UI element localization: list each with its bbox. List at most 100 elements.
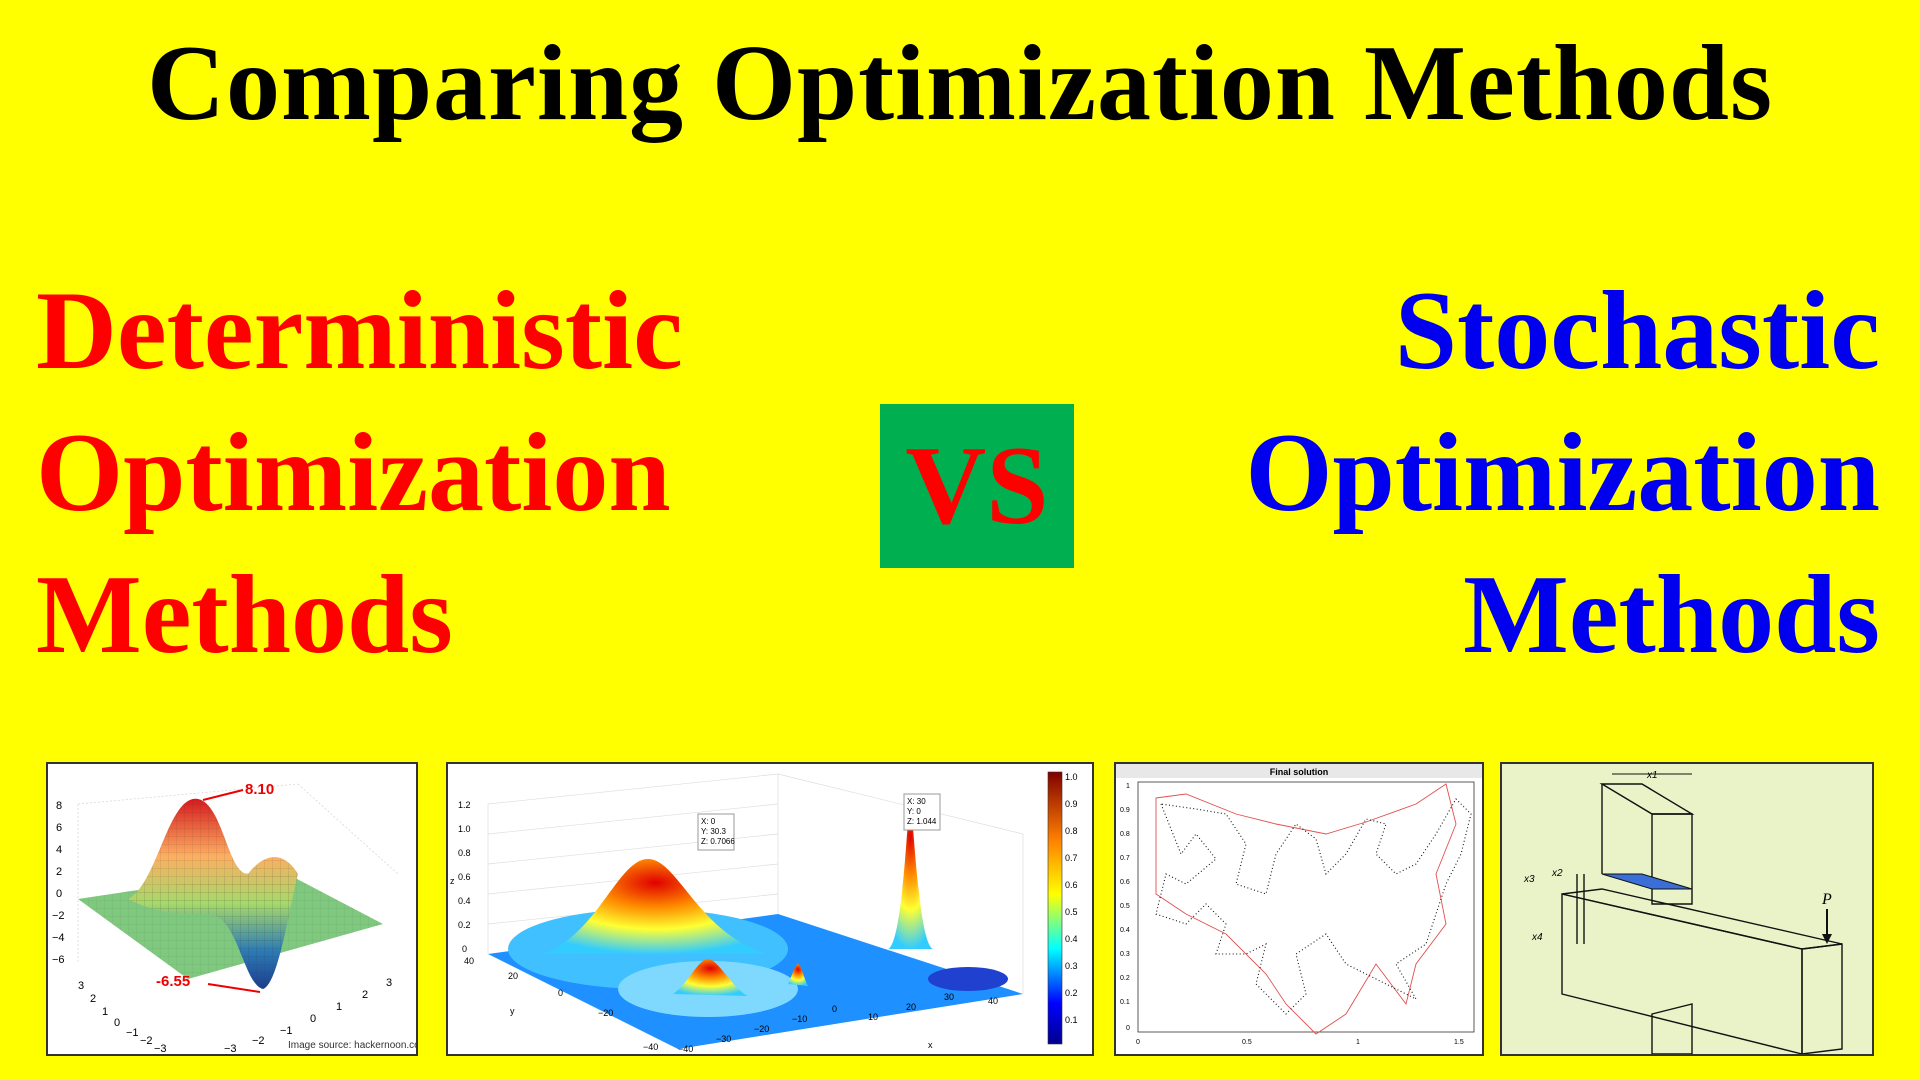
- cb-0: 1.0: [1065, 772, 1078, 782]
- xt-1: −2: [252, 1035, 265, 1047]
- p2-xt-2: −20: [754, 1024, 769, 1034]
- p2-xt-8: 40: [988, 996, 998, 1006]
- zt-4: 0: [56, 888, 62, 900]
- zt-6: −4: [52, 932, 65, 944]
- xt-3: 0: [310, 1013, 316, 1025]
- load-label: P: [1821, 891, 1832, 908]
- cb-4: 0.6: [1065, 880, 1078, 890]
- tsp-yt-3: 0.7: [1120, 855, 1130, 862]
- welded-beam-image: x1 x2 x3 x4 P: [1500, 762, 1874, 1056]
- tsp-yt-0: 1: [1126, 783, 1130, 790]
- tsp-yt-5: 0.5: [1120, 903, 1130, 910]
- p2-yt-4: −40: [643, 1042, 658, 1052]
- deterministic-heading: Deterministic Optimization Methods: [36, 260, 683, 686]
- p2-yt-0: 40: [464, 956, 474, 966]
- p2-xt-5: 10: [868, 1012, 878, 1022]
- cb-6: 0.4: [1065, 934, 1078, 944]
- zt-1: 6: [56, 822, 62, 834]
- tsp-yt-9: 0.1: [1120, 999, 1130, 1006]
- tsp-yt-7: 0.3: [1120, 951, 1130, 958]
- tsp-xt-3: 1.5: [1454, 1039, 1464, 1046]
- p2-zt-3: 0.6: [458, 872, 471, 882]
- p2-zt-1: 1.0: [458, 824, 471, 834]
- peaks-surface-image: 8 6 4 2 0 −2 −4 −6 3 2 1 0 −1 −2 −3 −3 −…: [46, 762, 418, 1056]
- tsp-route-image: Final solution 1 0.9 0.8 0.7 0.6 0.5 0.4…: [1114, 762, 1484, 1056]
- page-title: Comparing Optimization Methods: [146, 24, 1773, 143]
- tip1-z: Z: 0.7066: [701, 837, 735, 846]
- tip1-x: X: 0: [701, 817, 716, 826]
- yt-3: 0: [114, 1017, 120, 1029]
- right-line-1: Stochastic: [1394, 269, 1880, 393]
- tsp-xt-2: 1: [1356, 1039, 1360, 1046]
- p2-zt-2: 0.8: [458, 848, 471, 858]
- cb-3: 0.7: [1065, 853, 1078, 863]
- x1-label: x1: [1646, 770, 1658, 781]
- yt-1: 2: [90, 993, 96, 1005]
- p2-zt-6: 0: [462, 944, 467, 954]
- p2-xt-4: 0: [832, 1004, 837, 1014]
- p2-zlabel: z: [450, 876, 455, 886]
- p2-xt-1: −30: [716, 1034, 731, 1044]
- xt-4: 1: [336, 1001, 342, 1013]
- tsp-yt-8: 0.2: [1120, 975, 1130, 982]
- tsp-title: Final solution: [1270, 767, 1329, 777]
- tip1-y: Y: 30.3: [701, 827, 726, 836]
- p2-zt-4: 0.4: [458, 896, 471, 906]
- yt-5: −2: [140, 1035, 153, 1047]
- cb-5: 0.5: [1065, 907, 1078, 917]
- p2-xt-7: 30: [944, 992, 954, 1002]
- cb-7: 0.3: [1065, 961, 1078, 971]
- p2-zt-5: 0.2: [458, 920, 471, 930]
- multimodal-surface-image: X: 0 Y: 30.3 Z: 0.7066 X: 30 Y: 0 Z: 1.0…: [446, 762, 1094, 1056]
- left-line-1: Deterministic: [36, 269, 683, 393]
- tip2-x: X: 30: [907, 797, 926, 806]
- tsp-yt-4: 0.6: [1120, 879, 1130, 886]
- zt-5: −2: [52, 910, 65, 922]
- tsp-yt-10: 0: [1126, 1025, 1130, 1032]
- right-line-2: Optimization: [1245, 411, 1880, 535]
- yt-2: 1: [102, 1006, 108, 1018]
- yt-6: −3: [154, 1043, 167, 1054]
- tsp-xt-1: 0.5: [1242, 1039, 1252, 1046]
- xt-5: 2: [362, 989, 368, 1001]
- tip2-z: Z: 1.044: [907, 817, 937, 826]
- min-label: -6.55: [156, 973, 190, 990]
- xt-2: −1: [280, 1025, 293, 1037]
- zt-0: 8: [56, 800, 62, 812]
- yt-0: 3: [78, 980, 84, 992]
- cb-1: 0.9: [1065, 799, 1078, 809]
- zt-7: −6: [52, 954, 65, 966]
- x3-label: x3: [1523, 874, 1535, 885]
- yt-4: −1: [126, 1027, 139, 1039]
- right-line-3: Methods: [1463, 553, 1880, 677]
- tsp-yt-1: 0.9: [1120, 807, 1130, 814]
- tsp-yt-2: 0.8: [1120, 831, 1130, 838]
- p2-xt-0: −40: [678, 1044, 693, 1054]
- p2-xt-3: −10: [792, 1014, 807, 1024]
- cb-8: 0.2: [1065, 988, 1078, 998]
- x2-label: x2: [1551, 868, 1563, 879]
- p2-xt-6: 20: [906, 1002, 916, 1012]
- image-source: Image source: hackernoon.com: [288, 1040, 416, 1051]
- xt-0: −3: [224, 1043, 237, 1054]
- p2-xlabel: x: [928, 1040, 933, 1050]
- zt-2: 4: [56, 844, 62, 856]
- max-label: 8.10: [245, 781, 274, 798]
- p2-ylabel: y: [510, 1006, 515, 1016]
- cb-9: 0.1: [1065, 1015, 1078, 1025]
- vs-badge: VS: [880, 404, 1074, 568]
- zt-3: 2: [56, 866, 62, 878]
- p2-yt-2: 0: [558, 988, 563, 998]
- tsp-yt-6: 0.4: [1120, 927, 1130, 934]
- p2-zt-0: 1.2: [458, 800, 471, 810]
- left-line-3: Methods: [36, 553, 453, 677]
- left-line-2: Optimization: [36, 411, 671, 535]
- x4-label: x4: [1531, 932, 1543, 943]
- tsp-xt-0: 0: [1136, 1039, 1140, 1046]
- cb-2: 0.8: [1065, 826, 1078, 836]
- tip2-y: Y: 0: [907, 807, 921, 816]
- p2-yt-3: −20: [598, 1008, 613, 1018]
- stochastic-heading: Stochastic Optimization Methods: [1245, 260, 1880, 686]
- xt-6: 3: [386, 977, 392, 989]
- p2-yt-1: 20: [508, 971, 518, 981]
